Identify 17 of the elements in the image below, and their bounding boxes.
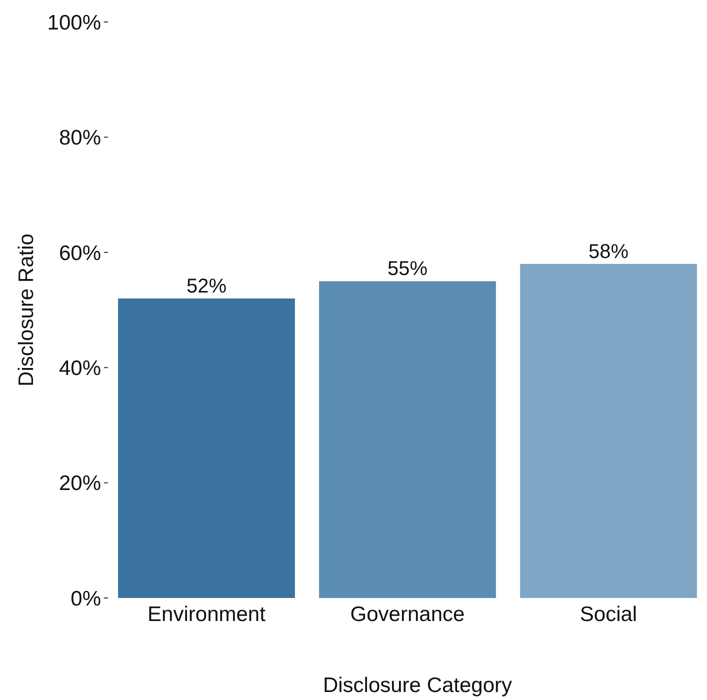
bar: [520, 264, 697, 598]
data-label: 52%: [186, 275, 227, 298]
data-label: 58%: [588, 240, 629, 263]
y-tick-label: 100%: [47, 11, 101, 34]
x-tick-label: Governance: [350, 603, 465, 626]
y-tick-label: 60%: [58, 242, 101, 265]
y-tick-label: 40%: [58, 356, 101, 380]
y-axis-title: Disclosure Ratio: [15, 234, 38, 386]
data-label: 55%: [387, 258, 428, 280]
y-tick-label: 20%: [58, 472, 101, 496]
y-tick-label: 0%: [70, 587, 101, 610]
y-tick-label: 80%: [58, 126, 101, 150]
bar: [118, 298, 295, 598]
x-tick-label: Social: [580, 603, 638, 626]
x-axis-title: Disclosure Category: [322, 674, 513, 697]
bar: [319, 281, 496, 598]
x-tick-label: Environment: [148, 603, 266, 626]
